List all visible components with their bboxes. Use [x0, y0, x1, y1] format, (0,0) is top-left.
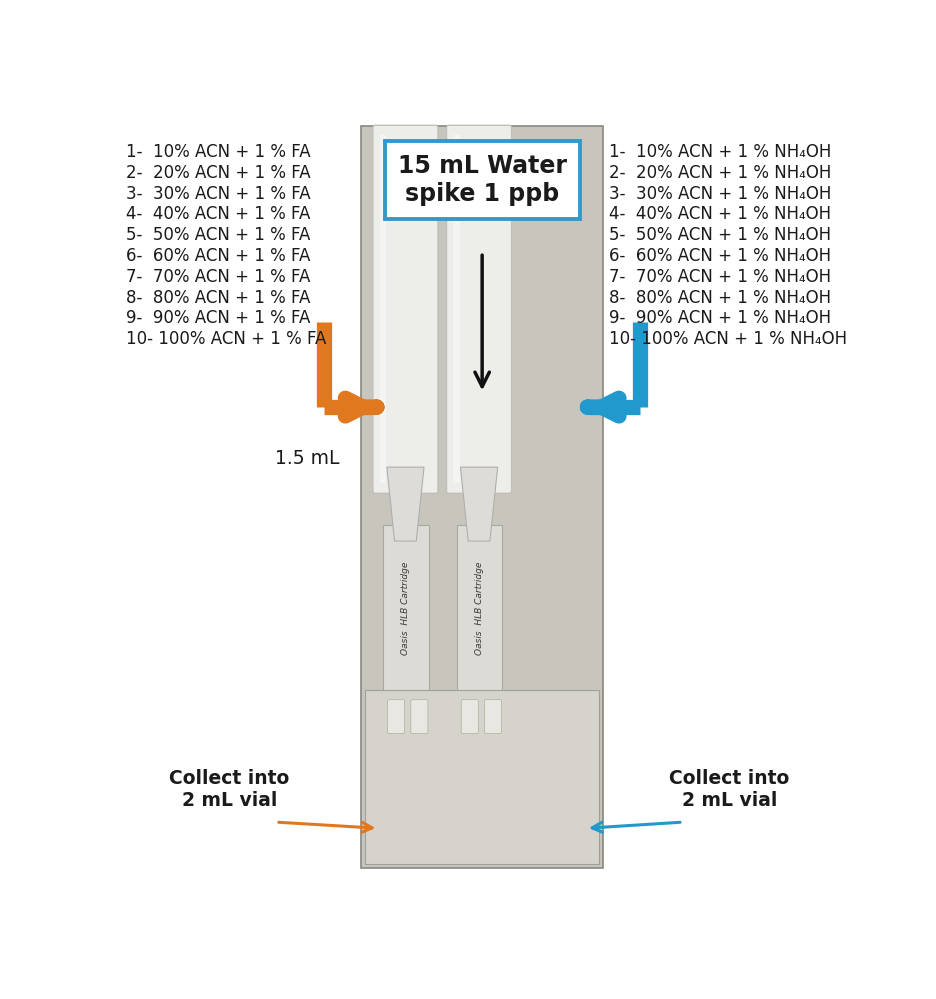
Text: 8-  80% ACN + 1 % FA: 8- 80% ACN + 1 % FA: [126, 289, 311, 307]
Text: 4-  40% ACN + 1 % FA: 4- 40% ACN + 1 % FA: [126, 206, 311, 224]
FancyBboxPatch shape: [446, 125, 511, 494]
Text: 9-  90% ACN + 1 % NH₄OH: 9- 90% ACN + 1 % NH₄OH: [608, 310, 830, 328]
Text: 6-  60% ACN + 1 % FA: 6- 60% ACN + 1 % FA: [126, 247, 311, 265]
Text: 1-  10% ACN + 1 % NH₄OH: 1- 10% ACN + 1 % NH₄OH: [608, 143, 831, 161]
Bar: [361, 126, 603, 868]
Text: 2-  20% ACN + 1 % NH₄OH: 2- 20% ACN + 1 % NH₄OH: [608, 164, 831, 182]
Text: 10- 100% ACN + 1 % FA: 10- 100% ACN + 1 % FA: [126, 330, 327, 348]
Text: Oasis  HLB Cartridge: Oasis HLB Cartridge: [401, 561, 409, 654]
FancyBboxPatch shape: [410, 699, 428, 733]
FancyBboxPatch shape: [388, 699, 404, 733]
Polygon shape: [460, 468, 497, 541]
Bar: [365, 689, 598, 864]
Text: 1-  10% ACN + 1 % FA: 1- 10% ACN + 1 % FA: [126, 143, 311, 161]
Text: 9-  90% ACN + 1 % FA: 9- 90% ACN + 1 % FA: [126, 310, 311, 328]
Text: 7-  70% ACN + 1 % NH₄OH: 7- 70% ACN + 1 % NH₄OH: [608, 268, 830, 286]
Text: 1.5 mL: 1.5 mL: [274, 450, 339, 469]
Text: Collect into
2 mL vial: Collect into 2 mL vial: [169, 769, 289, 810]
Text: Collect into
2 mL vial: Collect into 2 mL vial: [668, 769, 789, 810]
Bar: [453, 135, 460, 484]
Text: 3-  30% ACN + 1 % FA: 3- 30% ACN + 1 % FA: [126, 185, 311, 203]
FancyBboxPatch shape: [373, 125, 437, 494]
Text: 5-  50% ACN + 1 % NH₄OH: 5- 50% ACN + 1 % NH₄OH: [608, 226, 830, 244]
Text: 2-  20% ACN + 1 % FA: 2- 20% ACN + 1 % FA: [126, 164, 311, 182]
Text: 7-  70% ACN + 1 % FA: 7- 70% ACN + 1 % FA: [126, 268, 311, 286]
Text: 10- 100% ACN + 1 % NH₄OH: 10- 100% ACN + 1 % NH₄OH: [608, 330, 846, 348]
FancyBboxPatch shape: [461, 699, 477, 733]
Polygon shape: [387, 468, 424, 541]
FancyBboxPatch shape: [383, 524, 428, 691]
Bar: [379, 135, 386, 484]
Text: Oasis  HLB Cartridge: Oasis HLB Cartridge: [474, 561, 483, 654]
Text: 4-  40% ACN + 1 % NH₄OH: 4- 40% ACN + 1 % NH₄OH: [608, 206, 830, 224]
Text: 8-  80% ACN + 1 % NH₄OH: 8- 80% ACN + 1 % NH₄OH: [608, 289, 830, 307]
Text: 6-  60% ACN + 1 % NH₄OH: 6- 60% ACN + 1 % NH₄OH: [608, 247, 830, 265]
FancyBboxPatch shape: [456, 524, 502, 691]
Text: 3-  30% ACN + 1 % NH₄OH: 3- 30% ACN + 1 % NH₄OH: [608, 185, 831, 203]
Text: 15 mL Water
spike 1 ppb: 15 mL Water spike 1 ppb: [397, 154, 566, 206]
FancyBboxPatch shape: [484, 699, 501, 733]
Text: 5-  50% ACN + 1 % FA: 5- 50% ACN + 1 % FA: [126, 226, 311, 244]
